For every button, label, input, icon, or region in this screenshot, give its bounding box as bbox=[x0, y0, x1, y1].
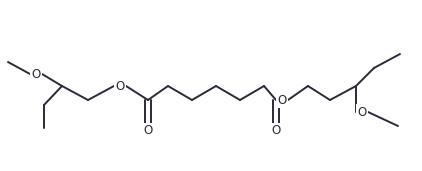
Text: O: O bbox=[277, 94, 287, 107]
Text: O: O bbox=[271, 124, 281, 137]
Text: O: O bbox=[143, 124, 153, 137]
Text: O: O bbox=[357, 106, 367, 119]
Text: O: O bbox=[115, 80, 124, 93]
Text: O: O bbox=[31, 68, 41, 81]
